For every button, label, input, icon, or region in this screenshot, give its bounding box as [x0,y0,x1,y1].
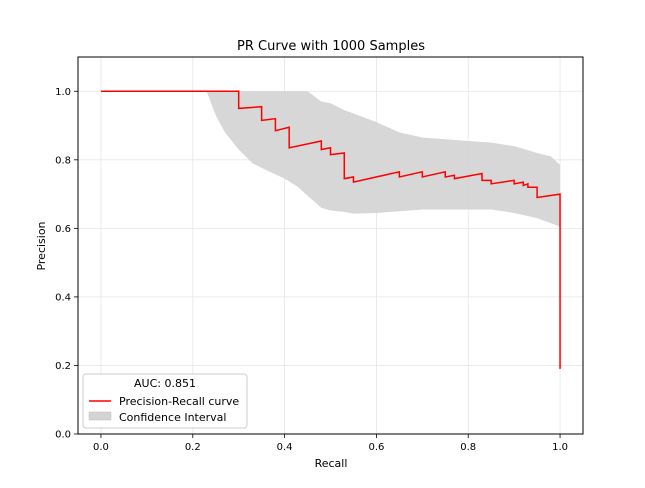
y-tick-label: 0.2 [55,361,71,372]
precision-recall-curve [100,90,561,369]
y-axis-label: Precision [35,221,48,270]
legend-swatch-confidence [88,411,112,421]
legend-box [82,373,248,429]
x-tick-label: 0.6 [368,442,384,453]
y-tick-label: 1.0 [55,87,71,98]
chart-title: PR Curve with 1000 Samples [237,39,425,54]
confidence-interval-band [206,91,561,227]
y-tick-label: 0.6 [55,224,71,235]
y-tick-label: 0.4 [55,292,71,303]
legend: AUC: 0.851 Precision-Recall curve Confid… [82,373,248,429]
x-tick-label: 0.4 [277,442,293,453]
plot-data [100,90,561,369]
axis-ticks: 0.0 0.2 0.4 0.6 0.8 1.0 0.0 0.2 0.4 0.6 0.8 1.0 [55,87,568,453]
x-tick-label: 1.0 [552,442,568,453]
plot-frame [77,56,584,435]
y-tick-label: 0.8 [55,155,71,166]
legend-label-confidence: Confidence Interval [119,411,226,424]
x-tick-label: 0.0 [93,442,109,453]
y-tick-label: 0.0 [55,430,71,441]
x-tick-label: 0.8 [460,442,476,453]
x-axis-label: Recall [315,457,348,470]
x-tick-label: 0.2 [185,442,201,453]
legend-title: AUC: 0.851 [134,377,196,390]
legend-label-pr-curve: Precision-Recall curve [119,395,239,408]
